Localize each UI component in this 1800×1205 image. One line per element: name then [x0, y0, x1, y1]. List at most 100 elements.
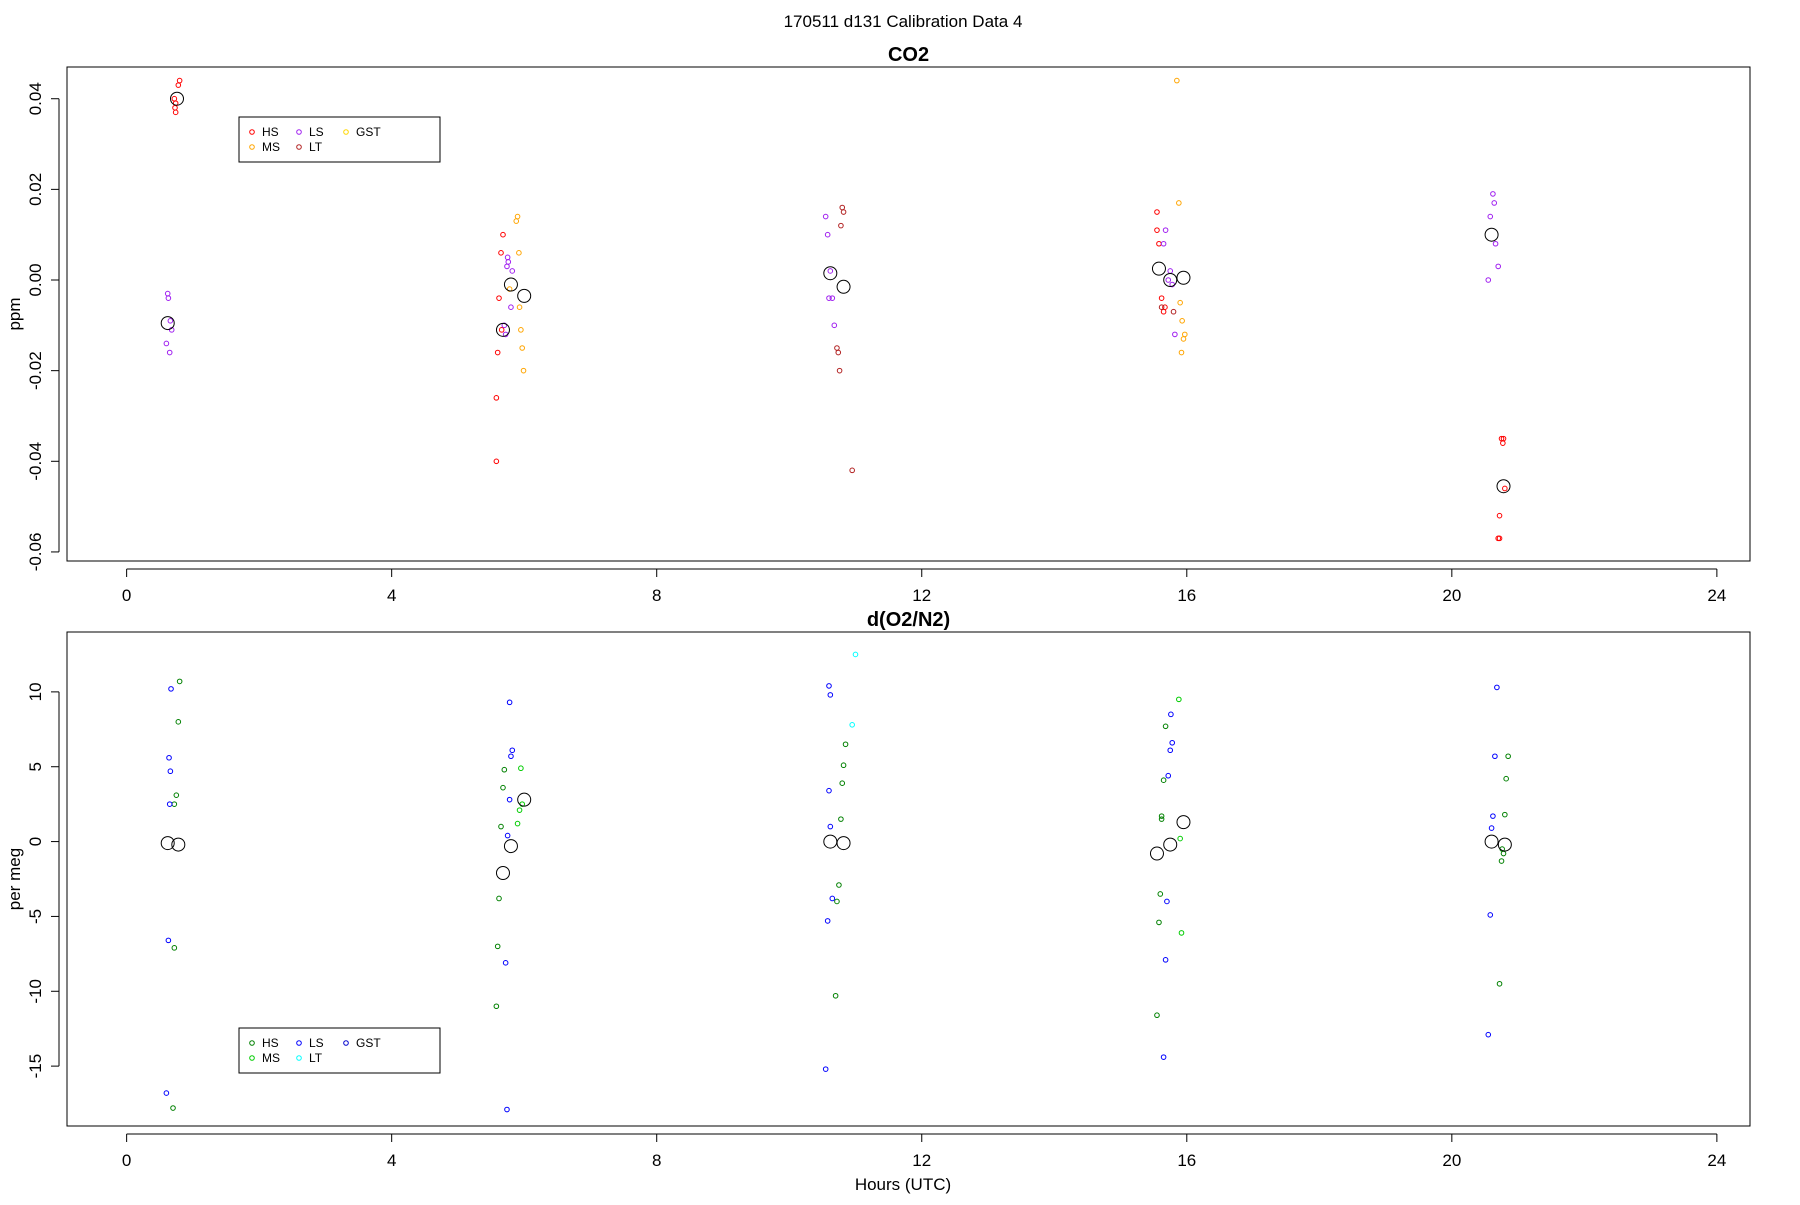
data-point-hs [170, 1105, 176, 1111]
y-tick-label: -0.02 [26, 351, 45, 390]
legend-marker-gst [343, 1040, 349, 1046]
y-tick-label: -10 [26, 979, 45, 1004]
legend-label-ls: LS [309, 125, 324, 139]
data-point-ms [1176, 696, 1182, 703]
x-tick-label: 20 [1442, 1151, 1461, 1170]
data-point-hs [493, 395, 500, 401]
data-point-lt [835, 349, 842, 356]
data-point-ms [1176, 200, 1182, 206]
data-point-ls [1162, 227, 1169, 233]
data-point-ls [1490, 813, 1496, 819]
data-point-ls [167, 768, 174, 775]
y-tick-label: -5 [26, 909, 45, 924]
data-point-ms [513, 218, 520, 224]
data-point-ms [1180, 336, 1187, 342]
legend-label-hs: HS [262, 1036, 279, 1050]
data-point-hs [496, 895, 502, 902]
data-point-ls [1494, 684, 1500, 691]
mean-marker [503, 839, 518, 854]
data-point-ls [167, 317, 174, 324]
mean-marker [517, 288, 532, 303]
data-point-ls [506, 699, 513, 706]
data-point-hs [839, 780, 846, 786]
data-point-ls [1487, 213, 1494, 220]
mean-marker [1149, 846, 1164, 861]
x-tick-label: 24 [1707, 586, 1726, 605]
data-point-ls [1172, 331, 1178, 338]
data-point-ls [504, 254, 511, 261]
data-point-ls [1495, 263, 1502, 270]
data-point-ms [1177, 835, 1183, 842]
data-point-hs [172, 109, 179, 116]
data-point-hs [500, 784, 506, 791]
y-axis-label: per meg [5, 848, 24, 910]
legend-marker-lt [296, 1055, 302, 1061]
data-point-ls [1164, 898, 1170, 905]
y-tick-label: 0.04 [26, 82, 45, 115]
mean-marker [1151, 261, 1166, 276]
data-point-hs [176, 678, 183, 685]
data-point-hs [840, 762, 847, 769]
data-point-hs [838, 816, 844, 822]
data-point-ls [508, 753, 514, 760]
data-point-hs [171, 95, 178, 102]
data-point-hs [1156, 240, 1162, 247]
data-point-ls [829, 895, 836, 902]
data-point-hs [494, 349, 501, 356]
data-point-ls [1492, 753, 1498, 760]
mean-marker [1484, 227, 1499, 242]
data-point-ls [822, 213, 829, 220]
data-point-ls [1160, 240, 1167, 247]
data-point-ls [504, 1106, 510, 1113]
data-point-ls [1487, 912, 1494, 918]
data-point-hs [1496, 512, 1503, 519]
legend-marker-ms [249, 144, 255, 150]
data-point-hs [493, 1003, 500, 1010]
data-point-lt [1158, 304, 1165, 311]
data-point-hs [1156, 919, 1162, 926]
data-point-ls [831, 322, 838, 329]
data-point-hs [1158, 813, 1165, 819]
x-tick-label: 20 [1442, 586, 1461, 605]
data-point-lt [852, 651, 859, 658]
x-tick-label: 24 [1707, 1151, 1726, 1170]
data-point-ls [166, 754, 172, 761]
x-tick-label: 8 [652, 586, 661, 605]
plot-frame [66, 66, 1751, 562]
data-point-ls [826, 295, 832, 301]
data-point-hs [500, 231, 506, 238]
mean-marker [160, 316, 175, 331]
data-point-hs [1496, 535, 1503, 542]
data-point-hs [1154, 227, 1160, 233]
panel-title: CO2 [888, 44, 929, 66]
data-point-ls [1488, 825, 1495, 831]
data-point-ls [166, 349, 173, 356]
mean-marker [171, 837, 186, 852]
data-point-hs [501, 766, 508, 773]
data-point-hs [1505, 753, 1511, 760]
data-point-hs [175, 82, 182, 88]
panel-title: d(O2/N2) [867, 609, 950, 631]
data-point-lt [838, 222, 844, 229]
x-tick-label: 4 [387, 586, 396, 605]
legend-label-hs: HS [262, 125, 279, 139]
data-point-ls [504, 263, 510, 270]
data-point-lt [840, 209, 847, 215]
y-tick-label: 10 [26, 682, 45, 701]
data-point-ls [505, 259, 512, 265]
data-point-ls [1160, 1054, 1167, 1060]
data-point-hs [1154, 1012, 1160, 1019]
data-point-ls [1167, 268, 1174, 274]
data-point-hs [1496, 980, 1503, 987]
data-point-hs [171, 801, 178, 807]
legend-box [238, 1027, 441, 1074]
data-point-ls [822, 1066, 829, 1072]
data-point-lt [839, 204, 846, 211]
data-point-ms [1179, 317, 1185, 324]
y-tick-label: -0.06 [26, 533, 45, 572]
data-point-ms [516, 807, 523, 813]
